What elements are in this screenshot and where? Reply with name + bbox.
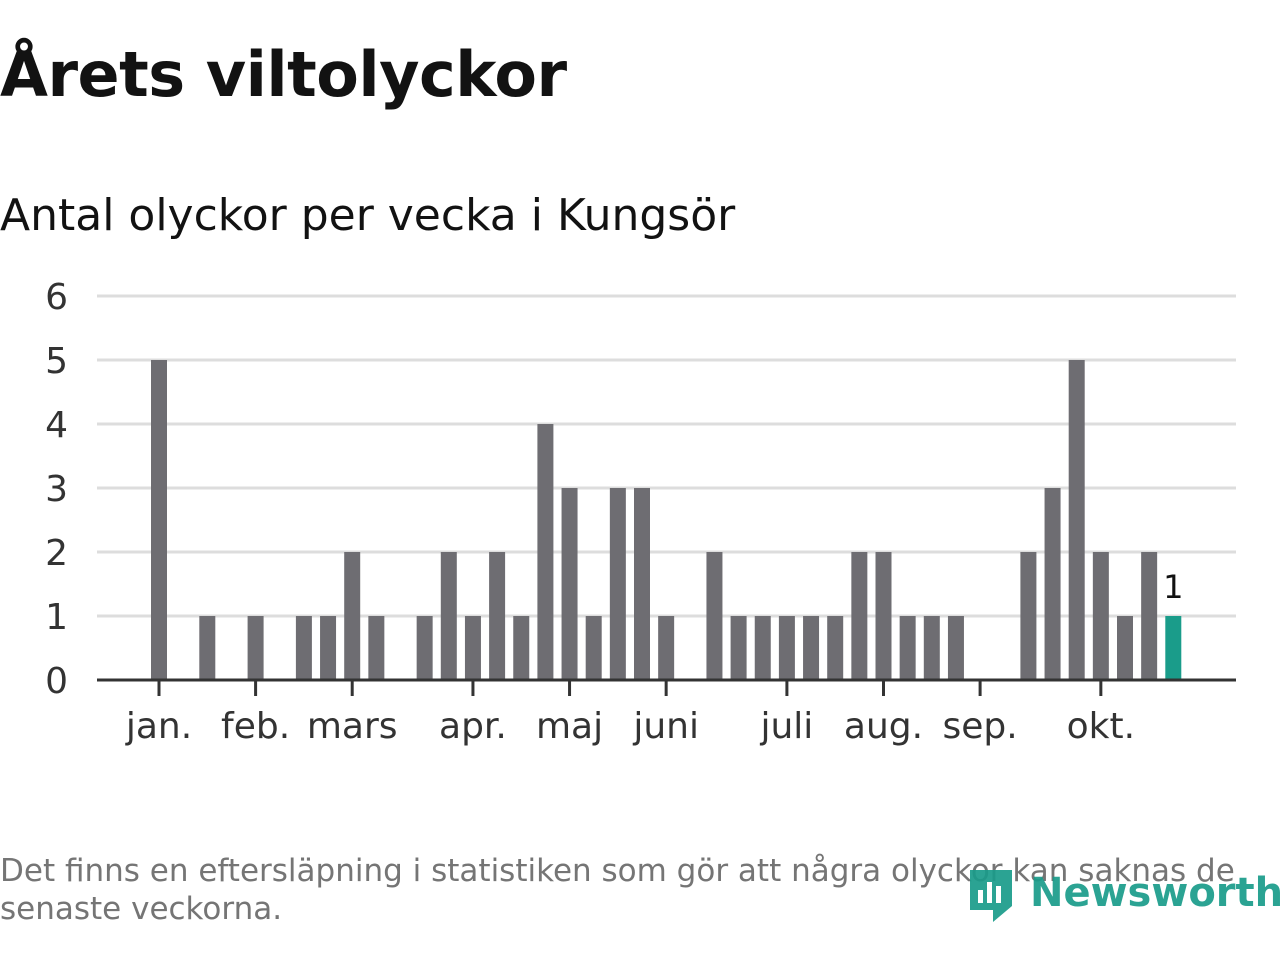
bar: [730, 616, 747, 680]
grid-lines: [97, 294, 1236, 618]
x-tick-label: mars: [307, 706, 398, 747]
x-tick-label: jan.: [125, 706, 192, 747]
bar: [537, 424, 554, 680]
y-tick-label: 6: [45, 277, 68, 318]
bar: [875, 552, 892, 680]
data-labels: 1: [1163, 568, 1183, 606]
bar: [803, 616, 820, 680]
brand-logo: Newsworthy: [966, 862, 1280, 924]
newsworthy-logo-icon: [970, 870, 1012, 922]
bar: [1092, 552, 1109, 680]
bar-chart: 0 1 2 3 4 5 6 jan. feb. mars apr. maj juni juli aug. s…: [45, 277, 1236, 747]
bar: [513, 616, 530, 680]
x-tick-label: apr.: [439, 706, 507, 747]
bar: [1141, 552, 1158, 680]
y-tick-label: 1: [45, 597, 68, 638]
bar: [634, 488, 650, 680]
bar: [827, 616, 844, 680]
bar: [923, 616, 940, 680]
brand-name: Newsworthy: [1030, 870, 1280, 916]
bar: [368, 616, 385, 680]
bar: [151, 360, 167, 680]
bar: [706, 552, 723, 680]
data-label-last: 1: [1163, 568, 1183, 606]
bar: [778, 616, 795, 680]
bar: [851, 552, 868, 680]
bar: [1020, 552, 1037, 680]
bar: [1068, 360, 1085, 680]
y-tick-label: 0: [45, 661, 68, 702]
bar: [585, 616, 602, 680]
bar: [199, 616, 216, 680]
bar: [344, 552, 361, 680]
bar: [1117, 616, 1133, 680]
bar: [1044, 488, 1061, 680]
x-tick-label: sep.: [942, 706, 1017, 747]
bar: [247, 616, 264, 680]
bar: [416, 616, 433, 680]
bar: [658, 616, 675, 680]
bar: [489, 552, 506, 680]
bar: [464, 616, 481, 680]
x-tick-label: aug.: [844, 706, 923, 747]
y-axis-ticks: 0 1 2 3 4 5 6: [45, 277, 68, 702]
bar: [754, 616, 771, 680]
chart-title: Årets viltolyckor: [0, 38, 567, 111]
bar: [947, 616, 964, 680]
bar: [561, 488, 578, 680]
bar: [609, 488, 626, 680]
y-tick-label: 3: [45, 469, 68, 510]
x-axis-ticks: jan. feb. mars apr. maj juni juli aug. sep. okt.: [125, 680, 1135, 747]
x-tick-label: okt.: [1067, 706, 1135, 747]
bar-highlighted: [1165, 616, 1182, 680]
bars: [151, 360, 1182, 680]
bar: [320, 616, 337, 680]
x-tick-label: juni: [632, 706, 699, 747]
x-tick-label: maj: [536, 706, 603, 747]
y-tick-label: 2: [45, 533, 68, 574]
x-tick-label: juli: [759, 706, 813, 747]
bar: [899, 616, 916, 680]
x-tick-label: feb.: [221, 706, 290, 747]
footnote: Det finns en eftersläpning i statistiken…: [0, 853, 1235, 927]
y-tick-label: 4: [45, 405, 68, 446]
y-tick-label: 5: [45, 341, 68, 382]
bar: [440, 552, 457, 680]
chart-subtitle: Antal olyckor per vecka i Kungsör: [0, 190, 736, 241]
bar: [295, 616, 312, 680]
